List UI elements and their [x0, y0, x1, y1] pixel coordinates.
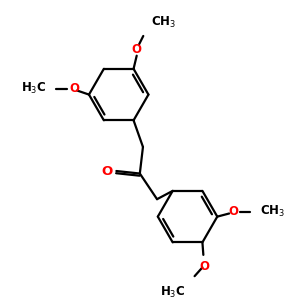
Text: H$_3$C: H$_3$C — [21, 81, 47, 97]
Text: H$_3$C: H$_3$C — [160, 285, 185, 300]
Text: O: O — [101, 164, 112, 178]
Text: CH$_3$: CH$_3$ — [260, 204, 285, 220]
Text: O: O — [132, 43, 142, 56]
Text: O: O — [199, 260, 209, 273]
Text: O: O — [228, 206, 238, 218]
Text: O: O — [69, 82, 79, 95]
Text: CH$_3$: CH$_3$ — [151, 15, 176, 30]
